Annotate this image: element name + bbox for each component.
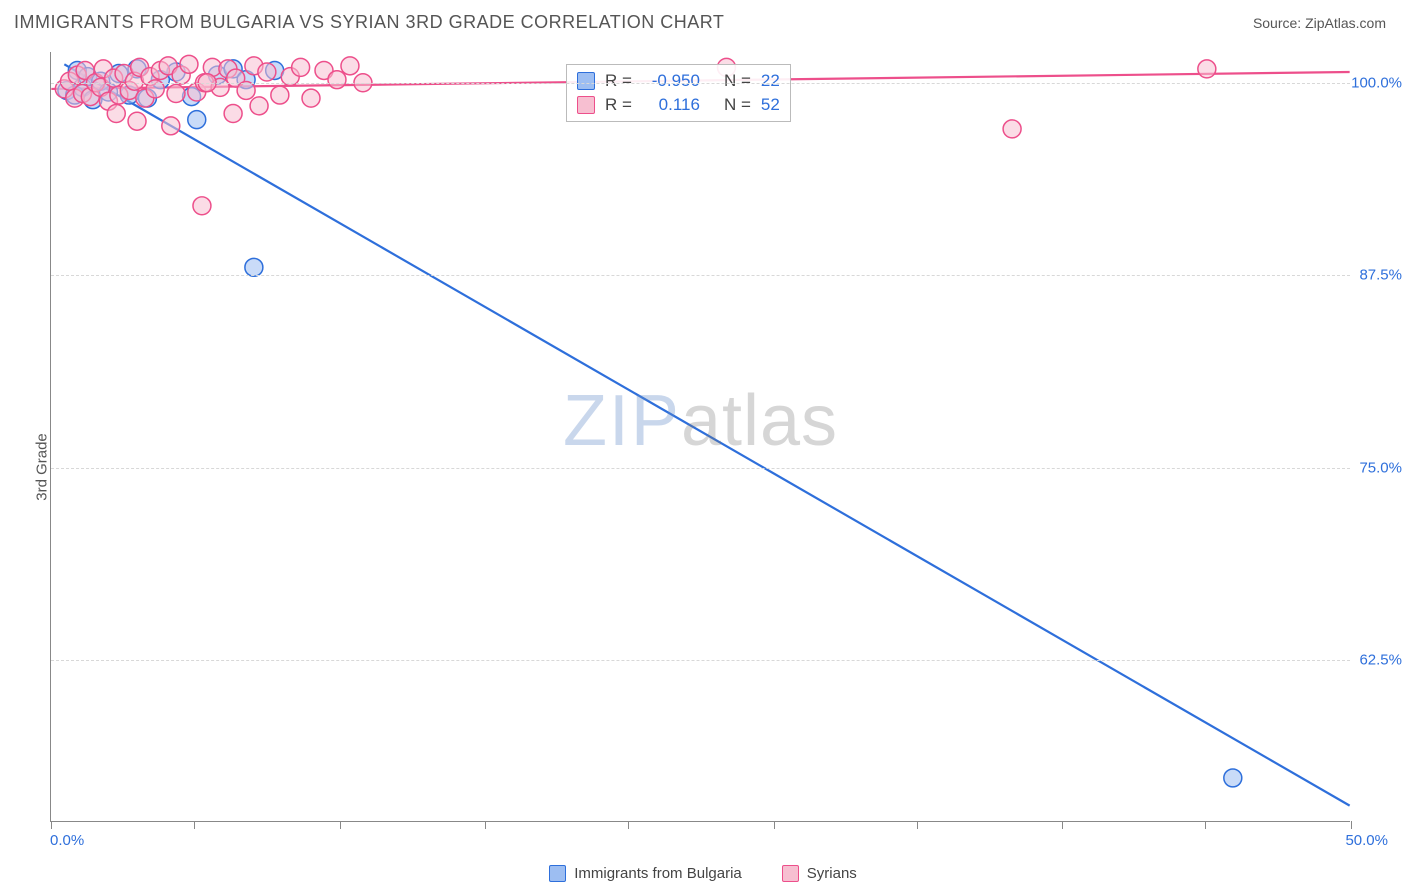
plot-svg <box>51 52 1350 821</box>
legend-label: Immigrants from Bulgaria <box>574 865 742 882</box>
stat-row-bulgaria: R = -0.950 N = 22 <box>577 69 780 93</box>
point-syrians <box>180 55 198 73</box>
n-label: N = <box>724 95 751 115</box>
chart-container: 3rd Grade ZIPatlas R =-0.950N =22R =0.11… <box>0 42 1406 892</box>
point-bulgaria <box>188 111 206 129</box>
plot-area: ZIPatlas R =-0.950N =22R =0.116N =52 62.… <box>50 52 1350 822</box>
n-label: N = <box>724 71 751 91</box>
gridline <box>51 275 1350 276</box>
source-line: Source: ZipAtlas.com <box>1253 15 1386 31</box>
r-label: R = <box>605 95 632 115</box>
point-syrians <box>1003 120 1021 138</box>
point-syrians <box>1198 60 1216 78</box>
point-syrians <box>128 112 146 130</box>
x-tick <box>340 821 341 829</box>
legend-label: Syrians <box>807 865 857 882</box>
legend-item: Syrians <box>782 865 857 882</box>
stat-row-syrians: R = 0.116 N = 52 <box>577 93 780 117</box>
y-axis-label: 3rd Grade <box>33 433 50 501</box>
point-syrians <box>193 197 211 215</box>
bottom-legend: Immigrants from Bulgaria Syrians <box>0 865 1406 882</box>
point-syrians <box>224 105 242 123</box>
r-label: R = <box>605 71 632 91</box>
swatch-bulgaria <box>577 72 595 90</box>
y-tick-label: 75.0% <box>1359 459 1402 476</box>
regression-line-bulgaria <box>64 64 1349 805</box>
n-value: 52 <box>761 95 780 115</box>
x-label-max: 50.0% <box>1345 832 1388 849</box>
gridline <box>51 468 1350 469</box>
n-value: 22 <box>761 71 780 91</box>
x-tick <box>1351 821 1352 829</box>
r-value: -0.950 <box>642 71 700 91</box>
x-tick <box>774 821 775 829</box>
source-link[interactable]: ZipAtlas.com <box>1305 15 1386 31</box>
y-tick-label: 62.5% <box>1359 652 1402 669</box>
point-syrians <box>162 117 180 135</box>
point-bulgaria <box>1224 769 1242 787</box>
source-prefix: Source: <box>1253 15 1305 31</box>
stat-legend: R = -0.950 N = 22 R = 0.116 N = 52 <box>566 64 791 122</box>
gridline <box>51 660 1350 661</box>
x-tick <box>51 821 52 829</box>
point-syrians <box>250 97 268 115</box>
legend-item: Immigrants from Bulgaria <box>549 865 742 882</box>
point-syrians <box>328 71 346 89</box>
x-tick <box>1062 821 1063 829</box>
legend-swatch <box>782 865 799 882</box>
chart-title: IMMIGRANTS FROM BULGARIA VS SYRIAN 3RD G… <box>14 12 724 33</box>
point-syrians <box>302 89 320 107</box>
y-tick-label: 87.5% <box>1359 267 1402 284</box>
x-tick <box>485 821 486 829</box>
y-tick-label: 100.0% <box>1351 74 1402 91</box>
point-syrians <box>258 63 276 81</box>
x-tick <box>628 821 629 829</box>
x-tick <box>194 821 195 829</box>
swatch-syrians <box>577 96 595 114</box>
x-tick <box>917 821 918 829</box>
point-syrians <box>292 58 310 76</box>
point-syrians <box>271 86 289 104</box>
point-syrians <box>167 85 185 103</box>
gridline <box>51 83 1350 84</box>
point-syrians <box>107 105 125 123</box>
r-value: 0.116 <box>642 95 700 115</box>
point-bulgaria <box>245 258 263 276</box>
point-syrians <box>341 57 359 75</box>
x-tick <box>1205 821 1206 829</box>
legend-swatch <box>549 865 566 882</box>
point-syrians <box>237 81 255 99</box>
x-label-min: 0.0% <box>50 832 84 849</box>
